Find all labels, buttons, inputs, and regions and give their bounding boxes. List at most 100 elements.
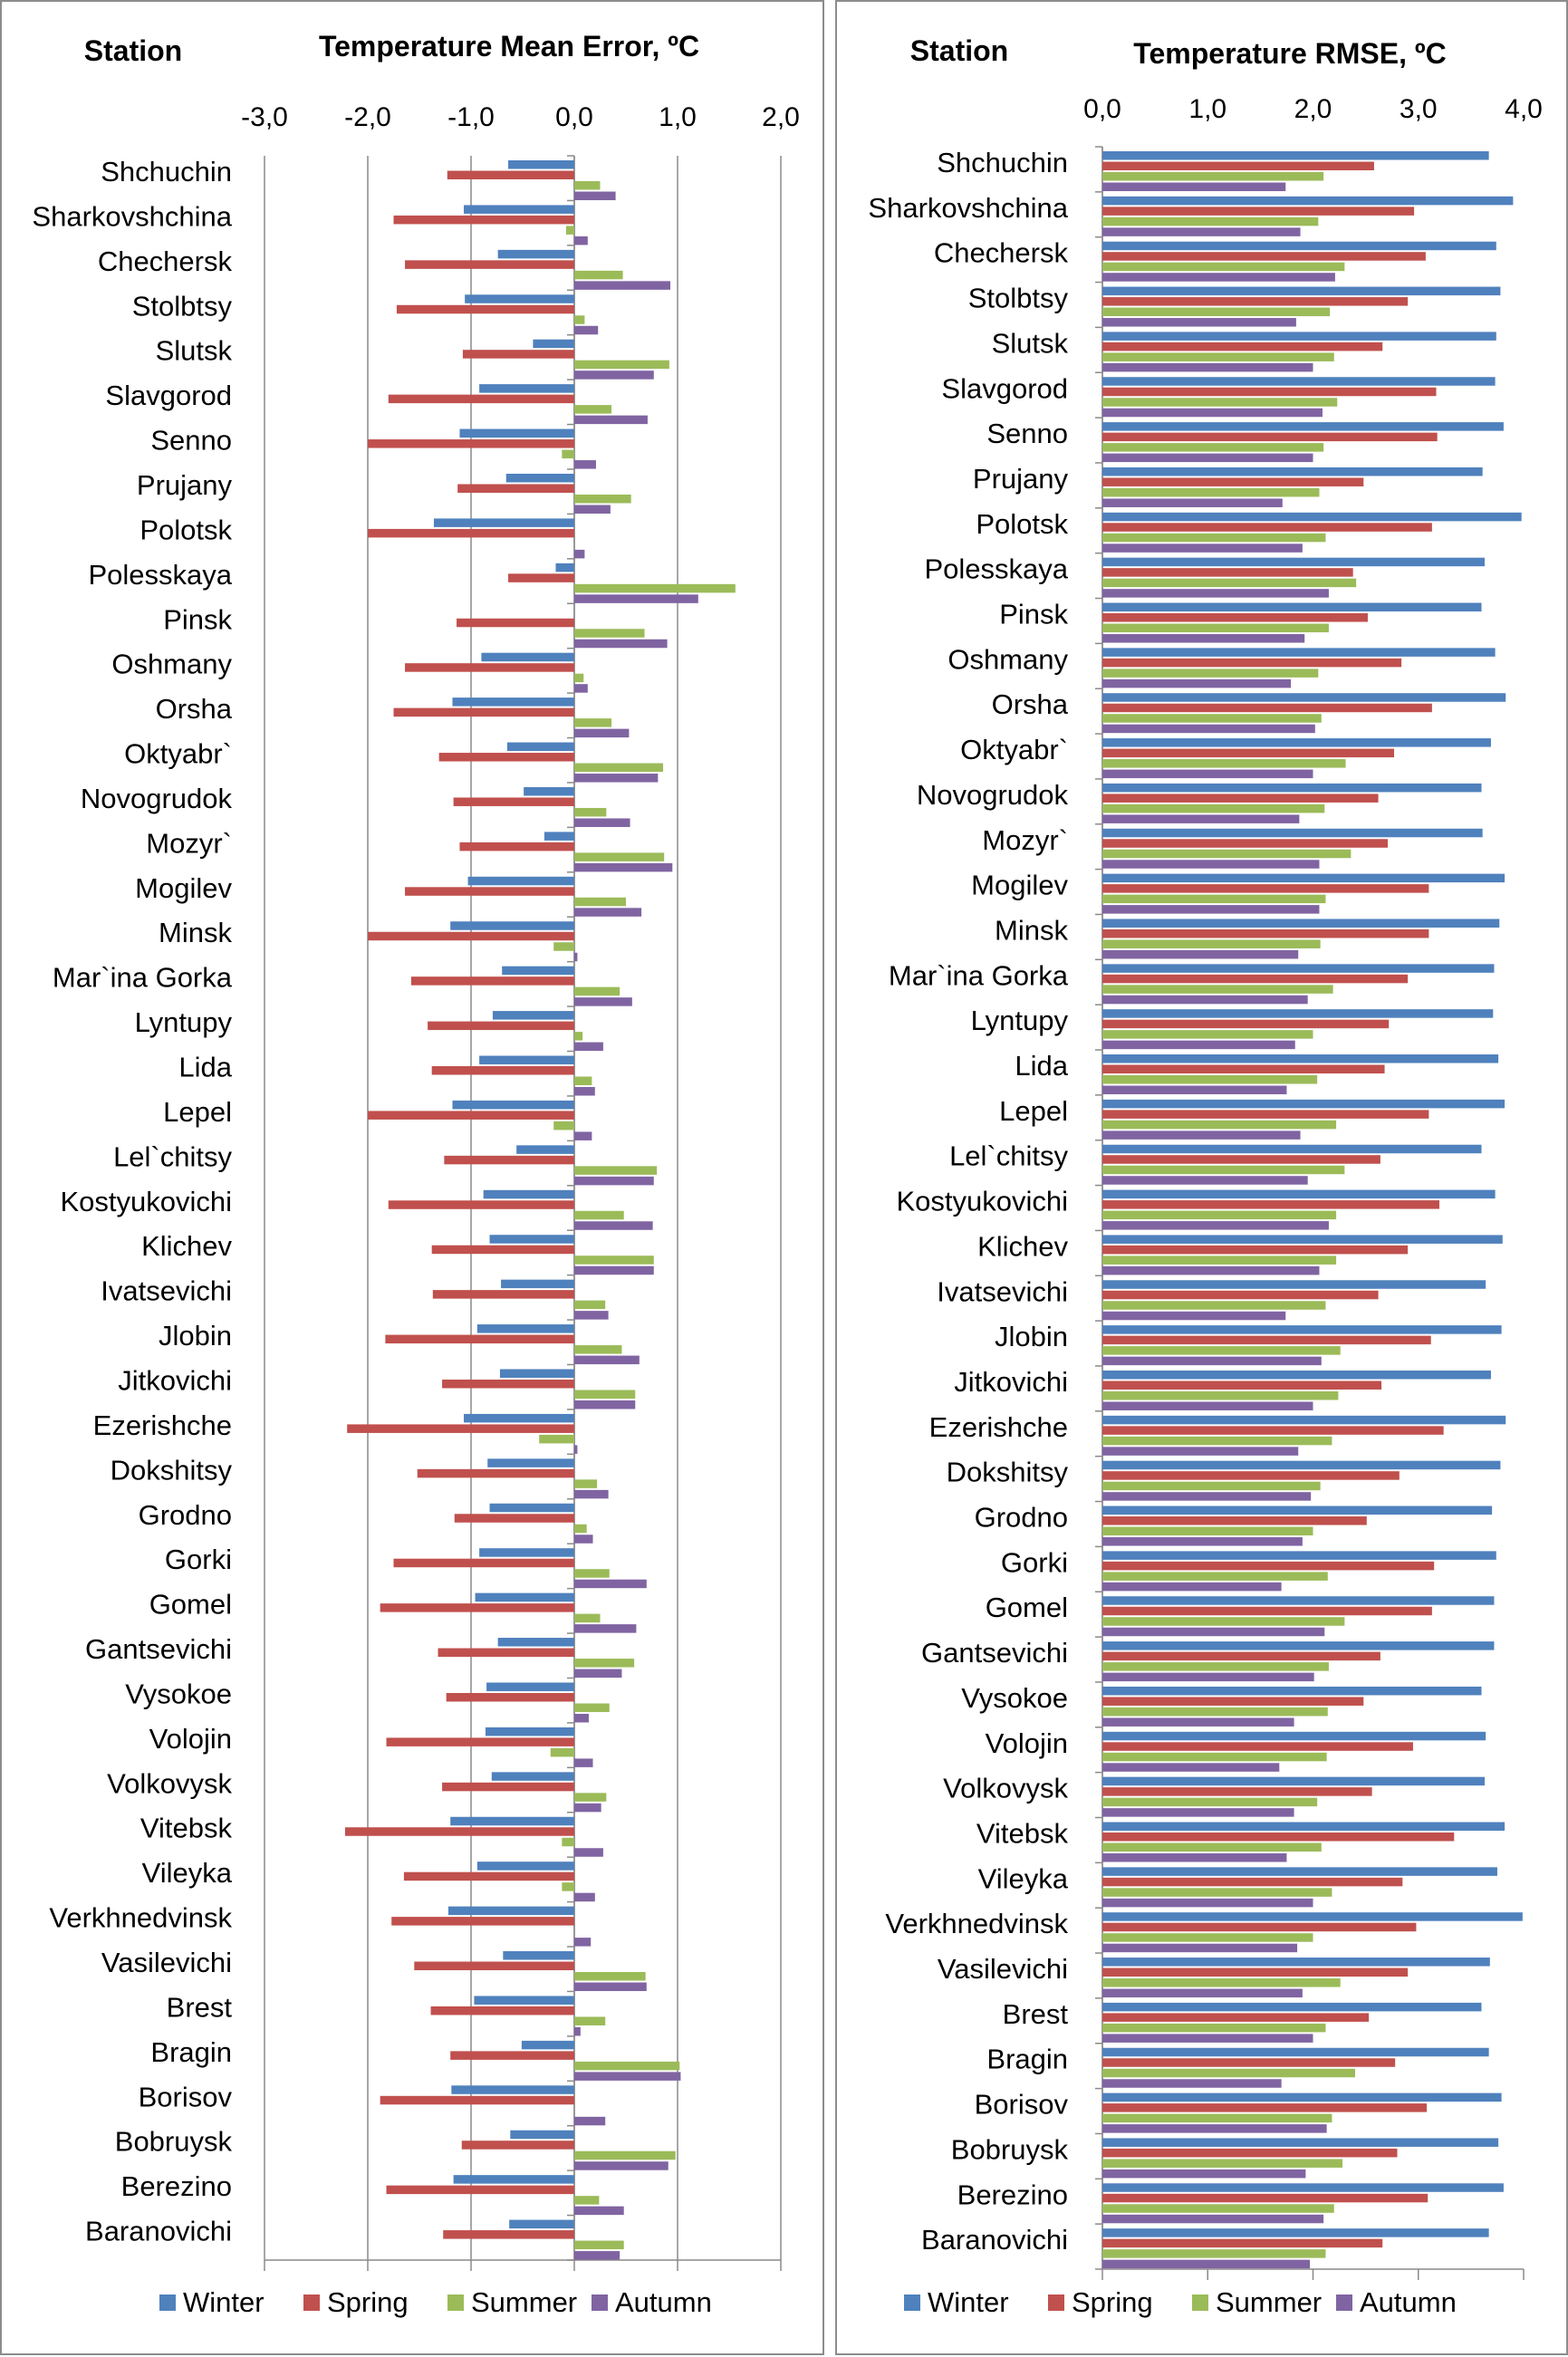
bar-summer — [1102, 2204, 1334, 2213]
bar-winter — [1102, 648, 1496, 657]
bar-summer — [1102, 1617, 1345, 1626]
bar-autumn — [1102, 318, 1296, 327]
bar-autumn — [574, 952, 578, 962]
bar-autumn — [1102, 1627, 1325, 1637]
bar-autumn — [574, 1892, 595, 1902]
category-label: Lel`chitsy — [113, 1140, 232, 1172]
bar-autumn — [1102, 408, 1323, 418]
bar-winter — [1102, 1776, 1485, 1786]
bar-summer — [1102, 759, 1346, 768]
legend-swatch-summer — [1192, 2294, 1208, 2311]
bar-autumn — [574, 415, 648, 425]
category-label: Mar`ina Gorka — [53, 962, 233, 994]
bar-spring — [388, 394, 574, 404]
category-label: Polotsk — [976, 508, 1068, 540]
bar-summer — [1102, 1933, 1313, 1942]
x-tick-label: 1,0 — [659, 102, 697, 132]
bar-spring — [453, 797, 574, 806]
bar-winter — [475, 1592, 574, 1602]
bar-winter — [501, 1279, 574, 1289]
bar-autumn — [574, 1176, 654, 1186]
bar-spring — [368, 931, 574, 941]
bar-spring — [393, 1558, 574, 1568]
category-label: Slutsk — [992, 327, 1069, 359]
bar-autumn — [574, 2072, 681, 2081]
bar-autumn — [1102, 1356, 1322, 1366]
bar-autumn — [574, 684, 588, 693]
category-label: Prujany — [137, 469, 233, 501]
bar-spring — [462, 350, 574, 359]
category-label: Lida — [178, 1052, 232, 1083]
legend-swatch-summer — [447, 2294, 464, 2311]
bar-summer — [574, 1300, 606, 1310]
category-label: Oktyabr` — [124, 738, 232, 770]
category-label: Vasilevichi — [101, 1947, 232, 1978]
bar-summer — [1102, 352, 1334, 361]
bar-spring — [1102, 207, 1415, 216]
bar-summer — [574, 181, 601, 190]
category-label: Bobruysk — [951, 2133, 1069, 2165]
bar-autumn — [1102, 2214, 1324, 2224]
category-label: Jlobin — [995, 1321, 1068, 1352]
bar-summer — [574, 1032, 583, 1041]
category-label: Volojin — [986, 1727, 1068, 1759]
legend-swatch-winter — [159, 2294, 176, 2311]
bar-winter — [486, 1682, 574, 1691]
bar-summer — [1102, 1120, 1337, 1130]
category-label: Ezerishche — [929, 1411, 1068, 1443]
bar-summer — [574, 315, 585, 324]
bar-summer — [574, 986, 620, 996]
bar-summer — [574, 1613, 601, 1623]
bar-summer — [1102, 1030, 1313, 1039]
category-label: Lepel — [163, 1096, 232, 1128]
bar-summer — [1102, 1662, 1329, 1671]
bar-autumn — [1102, 1492, 1312, 1501]
bar-summer — [1102, 803, 1325, 813]
bar-winter — [1102, 422, 1504, 431]
bar-summer — [1102, 1165, 1345, 1175]
bar-winter — [453, 2175, 574, 2184]
category-label: Novogrudok — [81, 783, 233, 814]
bar-spring — [344, 1827, 574, 1836]
bar-spring — [1102, 703, 1432, 713]
bar-winter — [1102, 1641, 1495, 1650]
category-label: Bobruysk — [115, 2126, 233, 2158]
bar-winter — [447, 1906, 574, 1916]
bar-spring — [1102, 1019, 1390, 1029]
bar-winter — [489, 1503, 574, 1513]
category-label: Lida — [1015, 1050, 1068, 1082]
bar-autumn — [574, 1131, 592, 1140]
bar-spring — [380, 2095, 574, 2105]
bar-winter — [1102, 919, 1500, 928]
bar-autumn — [1102, 1401, 1313, 1410]
bar-winter — [479, 1548, 574, 1557]
category-label: Sharkovshchina — [32, 200, 232, 232]
bar-spring — [1102, 523, 1432, 532]
bar-winter — [479, 1055, 574, 1065]
bar-summer — [1102, 939, 1321, 948]
category-label: Senno — [150, 425, 232, 457]
bar-autumn — [1102, 905, 1320, 914]
bar-winter — [1102, 2228, 1489, 2237]
bar-winter — [1102, 1460, 1501, 1470]
bar-winter — [1102, 828, 1483, 838]
x-tick-label: 4,0 — [1505, 94, 1543, 124]
bar-autumn — [574, 1489, 609, 1499]
bar-autumn — [1102, 949, 1299, 959]
bar-winter — [489, 1235, 574, 1244]
bar-summer — [553, 1121, 574, 1130]
bar-autumn — [1102, 2034, 1313, 2043]
bar-spring — [1102, 1697, 1364, 1706]
category-label: Mozyr` — [146, 827, 232, 859]
bar-autumn — [574, 1579, 647, 1589]
bar-spring — [1102, 1606, 1432, 1616]
bar-summer — [1102, 1526, 1313, 1536]
bar-spring — [1102, 2238, 1383, 2248]
bar-spring — [1102, 432, 1438, 442]
category-label: Polotsk — [139, 514, 232, 545]
bar-autumn — [1102, 1763, 1280, 1772]
bar-autumn — [574, 862, 673, 872]
bar-summer — [1102, 398, 1338, 407]
bar-summer — [1102, 2068, 1355, 2078]
bar-summer — [1102, 1346, 1341, 1355]
